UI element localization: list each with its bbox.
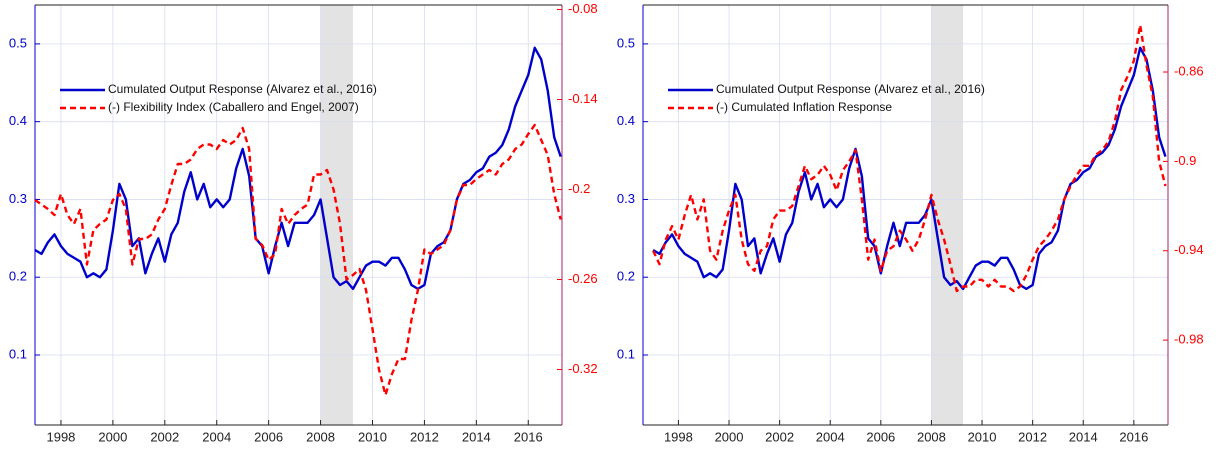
y-tick-label: 0.4	[9, 113, 27, 128]
y2-tick-label: -0.98	[1174, 332, 1204, 347]
y2-tick-label: -0.32	[568, 361, 598, 376]
x-tick-label: 2002	[150, 429, 179, 444]
recession-shade	[320, 5, 354, 425]
x-tick-label: 2006	[866, 429, 895, 444]
x-tick-label: 2008	[306, 429, 335, 444]
y2-tick-label: -0.86	[1174, 63, 1204, 78]
legend-label: Cumulated Output Response (Alvarez et al…	[108, 82, 377, 96]
x-tick-label: 2014	[1069, 429, 1098, 444]
y-tick-label: 0.1	[617, 346, 635, 361]
y2-tick-label: -0.94	[1174, 242, 1204, 257]
series-line	[652, 23, 1167, 293]
y-tick-label: 0.1	[9, 346, 27, 361]
y2-tick-label: -0.08	[568, 1, 598, 16]
y-tick-label: 0.3	[617, 191, 635, 206]
x-tick-label: 2008	[917, 429, 946, 444]
legend-label: Cumulated Output Response (Alvarez et al…	[716, 82, 985, 96]
x-tick-label: 2000	[715, 429, 744, 444]
y-tick-label: 0.4	[617, 113, 635, 128]
y-tick-label: 0.3	[9, 191, 27, 206]
chart-panel: 1998 2000 2002 2004 2006 2008 2010 2012 2014 2016…	[617, 4, 1204, 444]
series-line	[34, 46, 562, 291]
y2-tick-label: -0.2	[568, 181, 590, 196]
y2-tick-label: -0.9	[1174, 153, 1196, 168]
x-tick-label: 2002	[765, 429, 794, 444]
y-tick-label: 0.2	[617, 269, 635, 284]
x-tick-label: 2014	[462, 429, 491, 444]
series-line	[34, 123, 562, 397]
legend-label: (-) Cumulated Inflation Response	[716, 100, 892, 114]
x-tick-label: 2010	[968, 429, 997, 444]
x-tick-label: 2016	[514, 429, 543, 444]
x-tick-label: 2000	[98, 429, 127, 444]
legend-label: (-) Flexibility Index (Caballero and Eng…	[108, 100, 359, 114]
y-tick-label: 0.5	[9, 35, 27, 50]
x-tick-label: 2012	[410, 429, 439, 444]
x-tick-label: 2016	[1119, 429, 1148, 444]
chart-panel: 1998 2000 2002 2004 2006 2008 2010 2012 2014 2016…	[9, 1, 598, 445]
x-tick-label: 2004	[202, 429, 231, 444]
x-tick-label: 2010	[358, 429, 387, 444]
series-line	[652, 46, 1167, 291]
x-tick-label: 1998	[46, 429, 75, 444]
x-tick-label: 2006	[254, 429, 283, 444]
y-tick-label: 0.5	[617, 35, 635, 50]
y-tick-label: 0.2	[9, 269, 27, 284]
y2-tick-label: -0.14	[568, 91, 598, 106]
y2-tick-label: -0.26	[568, 271, 598, 286]
x-tick-label: 2004	[816, 429, 845, 444]
x-tick-label: 2012	[1018, 429, 1047, 444]
x-tick-label: 1998	[664, 429, 693, 444]
